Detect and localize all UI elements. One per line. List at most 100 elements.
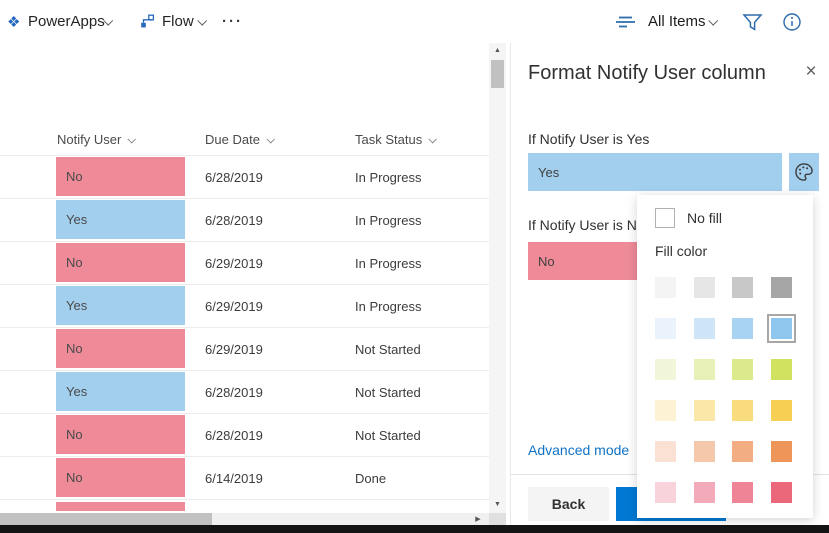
table-row[interactable]: No 6/28/2019 In Progress (0, 156, 489, 199)
table-row[interactable]: No 6/29/2019 In Progress (0, 242, 489, 285)
powerapps-label: PowerApps (28, 13, 105, 30)
scroll-down-icon[interactable]: ▼ (494, 501, 501, 508)
bottom-black-bar (0, 525, 829, 533)
view-selector[interactable]: All Items (648, 0, 706, 43)
fill-color-swatch[interactable] (732, 277, 754, 298)
filter-button[interactable] (742, 0, 763, 43)
view-options-button[interactable] (615, 0, 636, 43)
notify-user-cell: Yes (56, 286, 185, 325)
fill-color-swatch[interactable] (767, 314, 797, 343)
column-header-task-status[interactable]: Task Status (355, 132, 438, 147)
vertical-scrollbar-thumb[interactable] (491, 60, 504, 88)
back-button[interactable]: Back (528, 487, 609, 521)
panel-title: Format Notify User column (528, 62, 766, 84)
column-header-due-date[interactable]: Due Date (205, 132, 275, 147)
fill-color-swatch[interactable] (655, 400, 676, 421)
fill-color-swatch[interactable] (655, 482, 676, 503)
fill-color-swatch[interactable] (771, 482, 793, 503)
table-row[interactable]: Yes 6/28/2019 Not Started (0, 371, 489, 414)
palette-icon (793, 161, 815, 183)
fill-color-swatch[interactable] (693, 441, 715, 462)
fill-color-swatch[interactable] (655, 441, 676, 462)
yes-preview-field[interactable]: Yes (528, 153, 782, 191)
scroll-right-icon[interactable]: ▶ (475, 516, 481, 523)
view-options-icon (615, 15, 636, 29)
due-date-cell: 6/28/2019 (205, 384, 263, 400)
view-selector-label: All Items (648, 13, 706, 30)
table-row[interactable]: No 6/29/2019 Not Started (0, 328, 489, 371)
notify-user-cell: No (56, 243, 185, 282)
table-header-row: Notify User Due Date Task Status (0, 130, 489, 156)
table-row[interactable]: No 6/14/2019 Done (0, 457, 489, 500)
fill-color-swatch[interactable] (732, 359, 754, 380)
table-row[interactable]: Yes 6/29/2019 In Progress (0, 285, 489, 328)
flow-chevron[interactable] (197, 0, 208, 43)
fill-color-swatch[interactable] (655, 359, 676, 380)
scrollbar-corner (489, 513, 506, 525)
task-status-cell: In Progress (355, 255, 422, 271)
powerapps-chevron[interactable] (103, 0, 114, 43)
notify-user-cell: Yes (56, 200, 185, 239)
fill-color-swatch[interactable] (693, 318, 715, 339)
horizontal-scrollbar-thumb[interactable] (0, 513, 212, 525)
chevron-down-icon (197, 15, 208, 26)
no-fill-swatch[interactable] (655, 208, 675, 228)
task-status-cell: Not Started (355, 384, 421, 400)
due-date-cell: 6/29/2019 (205, 341, 263, 357)
fill-color-swatch[interactable] (655, 277, 676, 298)
fill-color-swatch[interactable] (693, 482, 715, 503)
condition-yes-label: If Notify User is Yes (528, 131, 650, 147)
no-fill-option[interactable]: No fill (655, 208, 722, 228)
fill-color-swatch[interactable] (732, 441, 754, 462)
table-row[interactable]: Yes 6/28/2019 In Progress (0, 199, 489, 242)
chevron-down-icon (266, 134, 275, 144)
due-date-cell: 6/28/2019 (205, 169, 263, 185)
fill-color-swatch[interactable] (732, 318, 754, 339)
flow-menu[interactable] (140, 0, 155, 43)
info-button[interactable] (782, 0, 802, 43)
no-fill-label: No fill (687, 210, 723, 226)
due-date-cell: 6/28/2019 (205, 212, 263, 228)
chevron-down-icon (428, 134, 438, 144)
advanced-mode-link[interactable]: Advanced mode (528, 442, 630, 458)
fill-color-label: Fill color (655, 243, 708, 259)
view-selector-chevron[interactable] (708, 0, 719, 43)
chevron-down-icon (708, 15, 719, 26)
yes-preview-value: Yes (538, 164, 560, 180)
column-header-label: Notify User (57, 132, 122, 147)
close-icon[interactable]: × (805, 61, 817, 82)
due-date-cell: 6/14/2019 (205, 470, 263, 486)
fill-color-swatch[interactable] (771, 441, 793, 462)
column-header-label: Due Date (205, 132, 260, 147)
task-status-cell: In Progress (355, 169, 422, 185)
task-status-cell: In Progress (355, 212, 422, 228)
palette-button[interactable] (789, 153, 819, 191)
column-header-notify-user[interactable]: Notify User (57, 132, 137, 147)
table-row[interactable]: No 6/28/2019 Not Started (0, 414, 489, 457)
flow-menu-label[interactable]: Flow (162, 0, 194, 43)
horizontal-scrollbar[interactable]: ▶ (0, 513, 506, 525)
fill-color-swatch[interactable] (693, 400, 715, 421)
task-status-cell: Not Started (355, 427, 421, 443)
task-status-cell: Not Started (355, 341, 421, 357)
fill-color-swatch[interactable] (771, 400, 793, 421)
fill-color-swatch[interactable] (655, 318, 676, 339)
condition-no-label: If Notify User is No (528, 217, 645, 233)
fill-color-swatch[interactable] (732, 400, 754, 421)
table-row-partial[interactable] (0, 500, 489, 511)
filter-icon (742, 12, 763, 32)
chevron-down-icon (103, 15, 114, 26)
fill-color-swatch[interactable] (771, 359, 793, 380)
scroll-up-icon[interactable]: ▲ (494, 47, 501, 54)
fill-color-popup: No fill Fill color (637, 195, 813, 518)
more-options-button[interactable]: ··· (222, 0, 243, 43)
fill-color-swatch[interactable] (732, 482, 754, 503)
powerapps-menu-label[interactable]: PowerApps (28, 0, 105, 43)
vertical-scrollbar[interactable]: ▲ ▼ (489, 43, 506, 513)
powerapps-menu[interactable]: ❖ (7, 0, 20, 43)
fill-color-swatch[interactable] (693, 277, 715, 298)
fill-color-swatch[interactable] (693, 359, 715, 380)
notify-user-cell: No (56, 458, 185, 497)
fill-color-swatch[interactable] (771, 277, 793, 298)
